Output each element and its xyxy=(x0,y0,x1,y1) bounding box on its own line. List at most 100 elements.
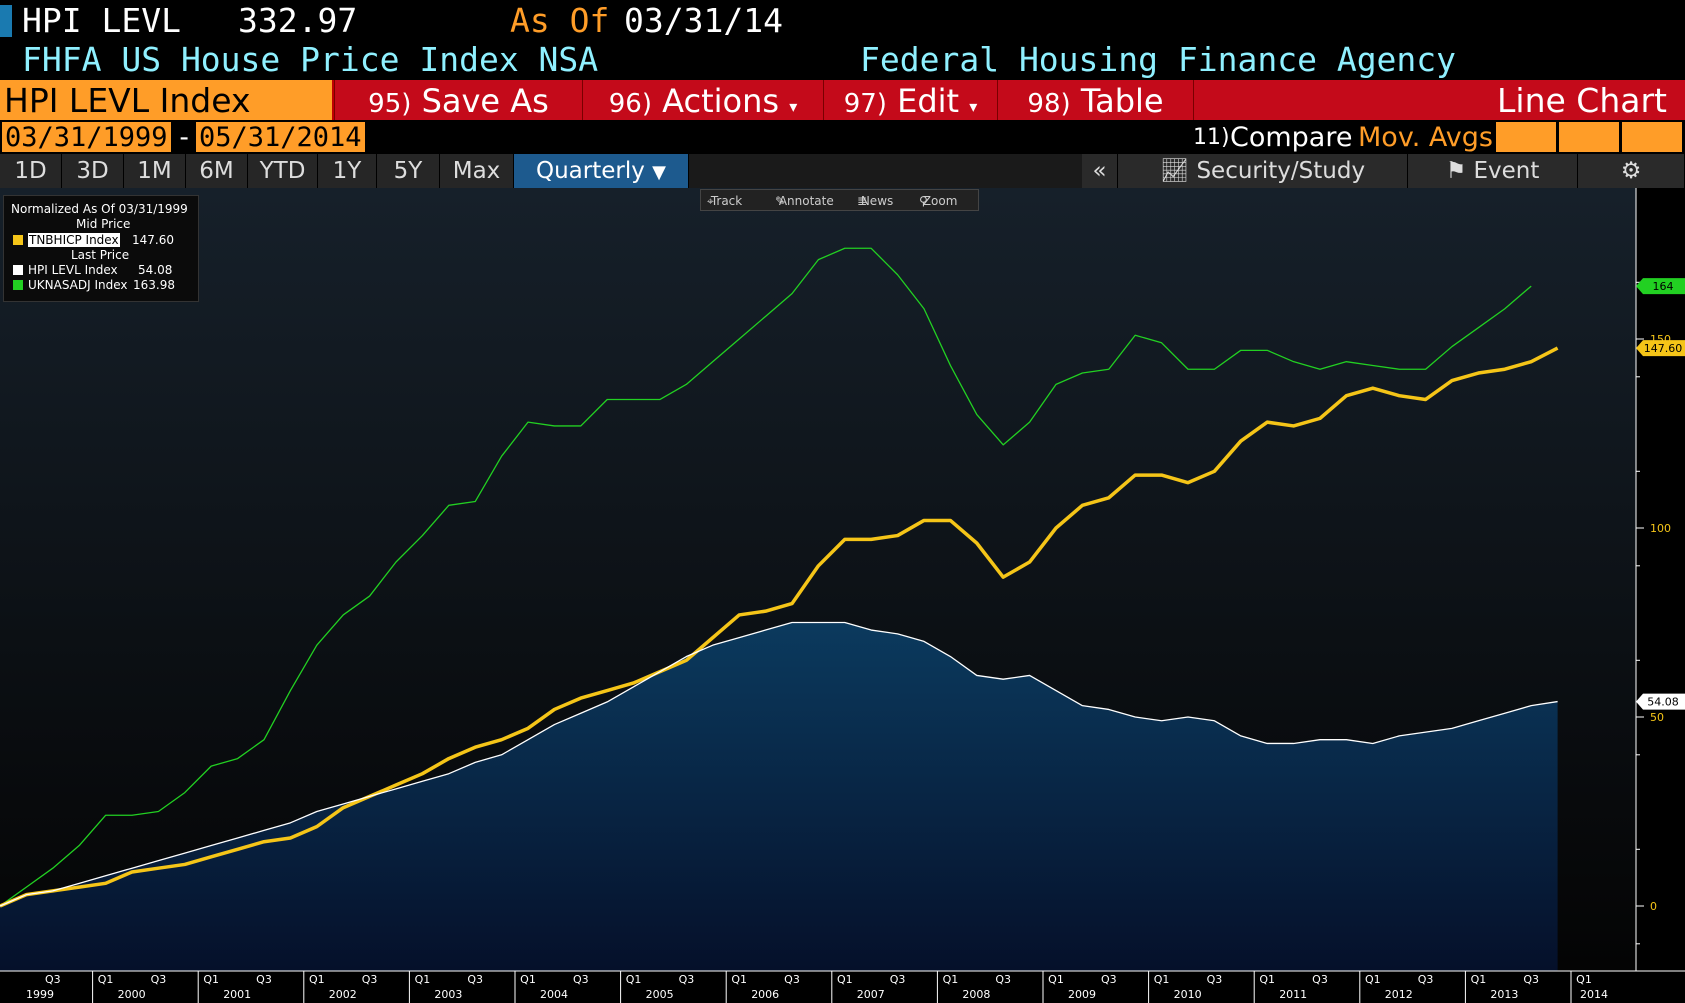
period-button-max[interactable]: Max xyxy=(440,154,514,188)
period-button-5y[interactable]: 5Y xyxy=(377,154,440,188)
period-bar: 1D 3D 1M 6M YTD 1Y 5Y Max Quarterly ▼ « 📈︎ Secu… xyxy=(0,154,1685,188)
x-year-label: 2014 xyxy=(1580,988,1608,1001)
moving-average-slot[interactable] xyxy=(1496,122,1556,152)
source-name: Federal Housing Finance Agency xyxy=(860,40,1457,79)
actions-dropdown-icon: ▾ xyxy=(789,97,798,116)
period-button-1d[interactable]: 1D xyxy=(0,154,62,188)
hpi-area-fill xyxy=(0,622,1558,971)
last-value-tag xyxy=(1636,278,1685,295)
legend-item-value: 54.08 xyxy=(138,263,173,277)
x-quarter-label: Q1 xyxy=(1154,973,1170,986)
x-quarter-label: Q3 xyxy=(1523,973,1539,986)
x-year-label: 1999 xyxy=(26,988,54,1001)
save-as-number: 95) xyxy=(368,89,412,119)
x-quarter-label: Q3 xyxy=(995,973,1011,986)
legend-last-label: Last Price xyxy=(71,248,130,262)
track-label: Track xyxy=(710,194,743,208)
edit-button[interactable]: 97) Edit ▾ xyxy=(823,80,997,120)
last-value-labels: 164 147.60 54.08 xyxy=(1636,278,1685,710)
x-year-label: 2008 xyxy=(962,988,990,1001)
end-date-field[interactable]: 05/31/2014 xyxy=(196,122,365,153)
x-year-label: 2013 xyxy=(1490,988,1518,1001)
period-button-ytd[interactable]: YTD xyxy=(248,154,318,188)
annotate-tool[interactable]: ✎ Annotate xyxy=(775,192,834,208)
x-quarter-label: Q1 xyxy=(1259,973,1275,986)
x-year-label: 2004 xyxy=(540,988,568,1001)
moving-averages-button[interactable]: Mov. Avgs xyxy=(1358,122,1493,153)
menu-bar: HPI LEVL Index 95) Save As 96) Actions ▾… xyxy=(0,80,1685,120)
table-button[interactable]: 98) Table xyxy=(997,80,1193,120)
event-label: Event xyxy=(1473,158,1540,184)
zoom-label: Zoom xyxy=(922,194,958,208)
track-tool[interactable]: ⌖ Track xyxy=(707,192,742,208)
table-number: 98) xyxy=(1027,89,1071,119)
legend-item-value: 147.60 xyxy=(132,233,174,247)
actions-label: Actions xyxy=(662,82,780,120)
zoom-tool[interactable]: ⚲ Zoom xyxy=(919,192,957,208)
period-button-1y[interactable]: 1Y xyxy=(318,154,377,188)
x-quarter-label: Q1 xyxy=(943,973,959,986)
chart-type-label[interactable]: Line Chart xyxy=(1193,80,1685,120)
x-year-label: 2007 xyxy=(857,988,885,1001)
security-study-button[interactable]: 📈︎ Security/Study xyxy=(1118,154,1408,188)
asof-label: As Of xyxy=(510,1,610,40)
legend-swatch xyxy=(13,280,23,290)
x-quarter-label: Q3 xyxy=(784,973,800,986)
news-tool[interactable]: ≣ News xyxy=(857,192,893,208)
last-value-tag xyxy=(1636,340,1685,357)
table-label: Table xyxy=(1080,82,1164,120)
chart-study-icon: 📈︎ xyxy=(1159,158,1190,184)
actions-button[interactable]: 96) Actions ▾ xyxy=(582,80,823,120)
gear-icon: ⚙ xyxy=(1620,158,1642,184)
x-year-label: 2000 xyxy=(118,988,146,1001)
legend-mid-label: Mid Price xyxy=(76,217,131,231)
x-quarter-label: Q1 xyxy=(203,973,219,986)
x-axis: Q3 Q1 Q3 Q1 Q3 Q1 Q3 Q1 Q3 Q1 Q3 Q1 Q3 Q1 Q3 Q1 Q3 Q1 Q3 Q1… xyxy=(26,971,1608,1003)
legend-title: Normalized As Of 03/31/1999 xyxy=(11,202,188,216)
save-as-button[interactable]: 95) Save As xyxy=(334,80,582,120)
series-line-hpi xyxy=(0,621,1558,907)
x-quarter-label: Q1 xyxy=(626,973,642,986)
period-button-6m[interactable]: 6M xyxy=(186,154,248,188)
date-range-row: 03/31/1999 - 05/31/2014 11) Compare Mov.… xyxy=(0,120,1685,154)
chart-toolbar: ⌖ Track ✎ Annotate ≣ News ⚲ Zoom xyxy=(700,189,979,211)
compare-button[interactable]: Compare xyxy=(1230,122,1353,153)
last-value-label: 54.08 xyxy=(1647,696,1679,709)
x-quarter-label: Q1 xyxy=(415,973,431,986)
series-line-tnbhicp xyxy=(0,346,1559,908)
x-quarter-label: Q1 xyxy=(98,973,114,986)
frequency-label: Quarterly xyxy=(535,158,645,184)
security-field[interactable]: HPI LEVL Index xyxy=(0,80,332,120)
moving-average-slot[interactable] xyxy=(1559,122,1619,152)
x-year-label: 2011 xyxy=(1279,988,1307,1001)
moving-average-slot[interactable] xyxy=(1622,122,1682,152)
y-tick-label: 50 xyxy=(1650,711,1664,724)
magnifier-icon: ⚲ xyxy=(919,194,928,208)
legend-item-name: TNBHICP Index xyxy=(28,233,120,247)
collapse-button[interactable]: « xyxy=(1082,154,1118,188)
x-quarter-label: Q1 xyxy=(1471,973,1487,986)
compare-number: 11) xyxy=(1193,125,1230,150)
x-year-label: 2006 xyxy=(751,988,779,1001)
legend-swatch xyxy=(13,235,23,245)
legend-swatch xyxy=(13,265,23,275)
x-quarter-label: Q3 xyxy=(1312,973,1328,986)
x-year-label: 2001 xyxy=(223,988,251,1001)
period-button-3d[interactable]: 3D xyxy=(62,154,124,188)
series-line-uknasadj xyxy=(0,247,1532,907)
x-quarter-label: Q3 xyxy=(1418,973,1434,986)
series-lines xyxy=(0,247,1559,908)
annotate-label: Annotate xyxy=(778,194,834,208)
x-quarter-label: Q3 xyxy=(45,973,61,986)
event-button[interactable]: ⚑ Event xyxy=(1408,154,1578,188)
settings-button[interactable]: ⚙ xyxy=(1578,154,1685,188)
edit-label: Edit xyxy=(897,82,960,120)
start-date-field[interactable]: 03/31/1999 xyxy=(2,122,171,153)
x-quarter-label: Q1 xyxy=(731,973,747,986)
x-quarter-label: Q1 xyxy=(1048,973,1064,986)
security-study-label: Security/Study xyxy=(1196,158,1366,184)
pencil-icon: ✎ xyxy=(775,194,786,208)
period-button-1m[interactable]: 1M xyxy=(124,154,186,188)
frequency-dropdown[interactable]: Quarterly ▼ xyxy=(514,154,689,188)
